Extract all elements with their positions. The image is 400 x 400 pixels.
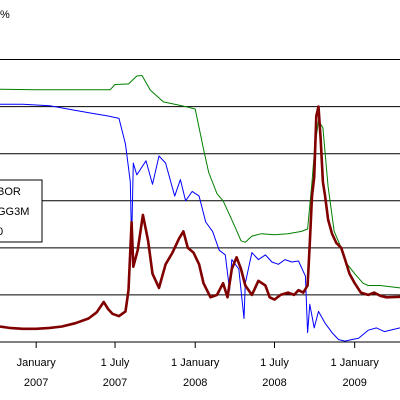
x-tick-label-line2: 2008: [183, 377, 207, 389]
x-tick-label-line2: 2009: [342, 377, 366, 389]
series-line-1: [0, 75, 400, 289]
series-line-2: [0, 103, 400, 342]
x-tick-label-line2: 2007: [24, 377, 48, 389]
x-axis-ticks: January 2007 1 July 2007 1 January 2008 1 July…: [17, 342, 380, 389]
legend-box: [0, 179, 43, 243]
x-tick-label-line1: 1 January: [331, 357, 380, 369]
x-tick-label-line2: 2008: [262, 377, 286, 389]
series-lines: [0, 75, 400, 342]
x-tick-label-line1: 1 January: [171, 357, 220, 369]
x-tick-label-line1: January: [17, 357, 57, 369]
legend-entry: GG3M: [0, 206, 29, 218]
series-line-3: [0, 105, 400, 331]
gridlines: [0, 59, 400, 296]
legend-entry: 0: [0, 226, 3, 238]
x-tick-label-line2: 2007: [103, 377, 127, 389]
legend: BOR GG3M 0: [0, 179, 43, 243]
legend-entry: BOR: [0, 186, 21, 198]
x-tick-label-line1: 1 July: [101, 357, 130, 369]
x-tick-label-line1: 1 July: [260, 357, 289, 369]
y-unit-label: %: [0, 9, 10, 21]
